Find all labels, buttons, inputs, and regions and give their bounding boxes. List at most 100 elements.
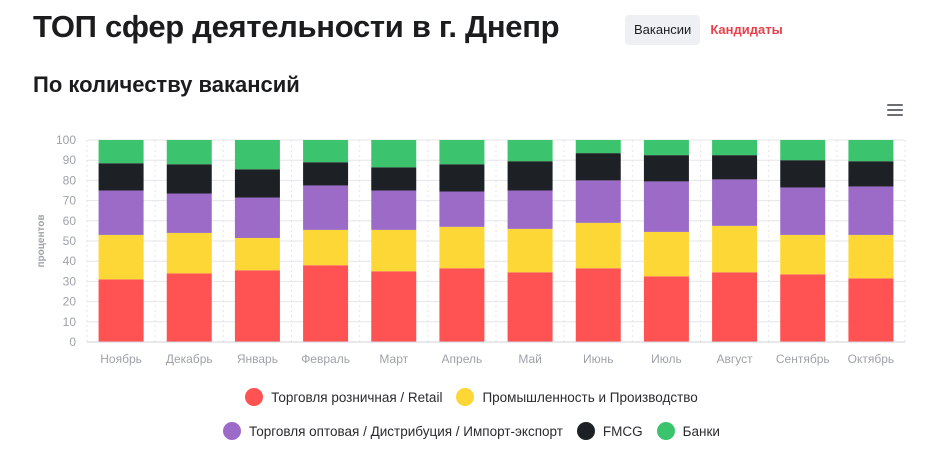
- bar-segment-11-2: [848, 186, 894, 235]
- bar-segment-9-2: [712, 179, 758, 226]
- bar-segment-2-0: [234, 270, 280, 342]
- legend-item-industry[interactable]: Промышленность и Производство: [456, 388, 698, 406]
- x-tick-label: Август: [717, 352, 754, 366]
- x-tick-label: Март: [379, 352, 408, 366]
- x-tick-label: Февраль: [301, 352, 350, 366]
- x-tick-label: Ноябрь: [100, 352, 142, 366]
- y-tick-label: 70: [63, 194, 77, 208]
- bar-segment-6-1: [507, 228, 553, 273]
- bar-segment-3-3: [303, 162, 349, 186]
- y-tick-label: 40: [63, 254, 77, 268]
- bar-segment-4-2: [371, 190, 417, 230]
- bar-segment-6-0: [507, 272, 553, 342]
- bar-segment-9-0: [712, 272, 758, 342]
- legend-item-wholesale[interactable]: Торговля оптовая / Дистрибуция / Импорт-…: [223, 422, 563, 440]
- legend-row-2: Торговля оптовая / Дистрибуция / Импорт-…: [0, 422, 943, 440]
- bar-segment-5-1: [439, 226, 485, 269]
- bar-segment-11-1: [848, 234, 894, 279]
- bar-segment-11-0: [848, 278, 894, 342]
- legend-row-1: Торговля розничная / Retail Промышленнос…: [0, 388, 943, 406]
- page-title: ТОП сфер деятельности в г. Днепр: [33, 9, 560, 44]
- bar-segment-5-2: [439, 191, 485, 227]
- bar-segment-8-3: [643, 155, 689, 182]
- bar-segment-2-4: [234, 140, 280, 170]
- bar-segment-7-4: [575, 140, 621, 154]
- bar-segment-11-3: [848, 161, 894, 187]
- legend-item-banks[interactable]: Банки: [656, 422, 720, 440]
- hamburger-menu-icon[interactable]: [886, 103, 904, 117]
- legend-label: Банки: [682, 423, 720, 439]
- y-tick-label: 50: [63, 234, 77, 248]
- y-tick-label: 90: [63, 153, 77, 167]
- x-tick-label: Май: [518, 352, 542, 366]
- bar-segment-9-4: [712, 140, 758, 156]
- bar-segment-8-4: [643, 140, 689, 156]
- bar-segment-8-0: [643, 276, 689, 342]
- legend-item-retail[interactable]: Торговля розничная / Retail: [245, 388, 442, 406]
- bar-segment-6-3: [507, 161, 553, 191]
- legend-label: Промышленность и Производство: [482, 389, 698, 405]
- y-tick-label: 20: [63, 295, 77, 309]
- bar-segment-7-0: [575, 268, 621, 342]
- legend-label: FMCG: [602, 423, 643, 439]
- legend-label: Торговля розничная / Retail: [271, 389, 443, 405]
- bar-segment-10-2: [780, 187, 826, 235]
- bar-segment-9-1: [712, 225, 758, 273]
- bar-segment-5-4: [439, 140, 485, 165]
- x-tick-label: Январь: [237, 352, 278, 366]
- view-tabs: Вакансии Кандидаты: [625, 15, 792, 45]
- legend-item-fmcg[interactable]: FMCG: [576, 422, 643, 440]
- y-tick-label: 0: [69, 335, 76, 349]
- y-tick-label: 80: [63, 173, 77, 187]
- bar-segment-1-4: [166, 140, 212, 165]
- y-tick-label: 100: [56, 133, 76, 147]
- bar-segment-1-3: [166, 164, 212, 194]
- legend-dot-industry: [456, 388, 475, 406]
- bar-segment-0-4: [98, 140, 144, 164]
- stacked-bar-chart: 0 10 20 30 40 50 60 70 80 90 100 процентов Ноябрь Дек…: [36, 133, 906, 366]
- bar-segment-8-1: [643, 231, 689, 277]
- bar-segment-7-2: [575, 180, 621, 223]
- bar-segment-11-4: [848, 140, 894, 162]
- bar-segment-5-0: [439, 268, 485, 342]
- legend-dot-retail: [245, 388, 264, 406]
- y-tick-label: 30: [63, 274, 77, 288]
- x-tick-label: Октябрь: [848, 352, 895, 366]
- legend-label: Торговля оптовая / Дистрибуция / Импорт-…: [249, 423, 563, 439]
- bar-segment-7-1: [575, 222, 621, 269]
- x-tick-label: Апрель: [442, 352, 483, 366]
- bar-segment-8-2: [643, 181, 689, 232]
- bar-segment-0-3: [98, 163, 144, 191]
- bar-segment-2-3: [234, 169, 280, 198]
- x-tick-label: Декабрь: [166, 352, 213, 366]
- legend-dot-wholesale: [223, 422, 242, 440]
- bar-segment-10-0: [780, 274, 826, 342]
- bar-segment-10-3: [780, 160, 826, 188]
- bar-segment-2-2: [234, 197, 280, 238]
- bar-segment-10-4: [780, 140, 826, 161]
- y-tick-label: 60: [63, 214, 77, 228]
- bar-segment-3-1: [303, 229, 349, 266]
- bar-segment-4-1: [371, 229, 417, 272]
- bar-segment-3-2: [303, 185, 349, 230]
- bar-segment-0-1: [98, 234, 144, 280]
- bar-segment-4-0: [371, 271, 417, 342]
- y-axis-title: процентов: [36, 214, 47, 267]
- bar-segment-4-4: [371, 140, 417, 168]
- bar-segment-1-0: [166, 273, 212, 342]
- x-tick-label: Июнь: [583, 352, 614, 366]
- tab-candidates[interactable]: Кандидаты: [710, 22, 783, 37]
- bar-segment-4-3: [371, 167, 417, 191]
- legend-dot-fmcg: [576, 422, 595, 440]
- bar-segment-9-3: [712, 155, 758, 180]
- bar-segment-7-3: [575, 153, 621, 181]
- bar-segment-3-4: [303, 140, 349, 163]
- bar-segment-6-2: [507, 190, 553, 229]
- y-tick-label: 10: [63, 315, 77, 329]
- bar-segment-6-4: [507, 140, 553, 162]
- x-tick-label: Июль: [651, 352, 682, 366]
- x-tick-label: Сентябрь: [776, 352, 830, 366]
- chart-subtitle: По количеству вакансий: [33, 72, 300, 97]
- bar-segment-3-0: [303, 265, 349, 342]
- tab-vacancies[interactable]: Вакансии: [625, 15, 701, 45]
